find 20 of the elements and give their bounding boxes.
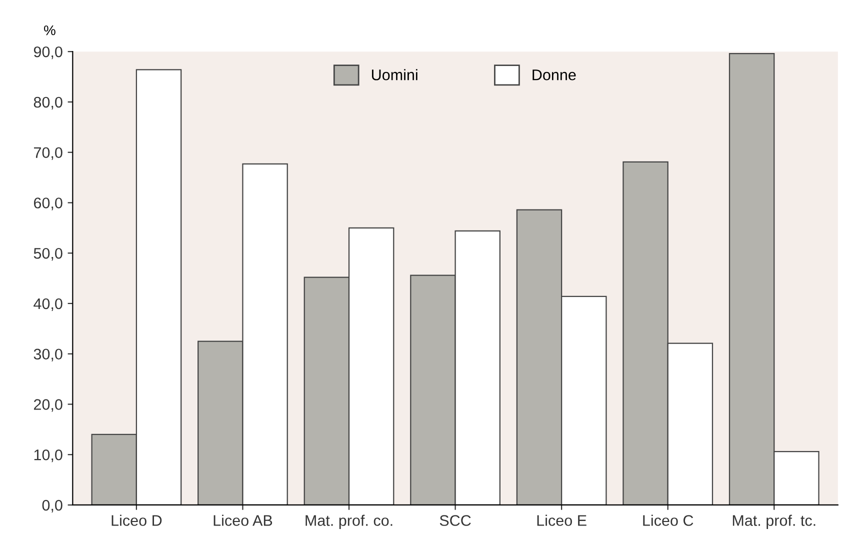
- legend-label: Uomini: [372, 69, 418, 80]
- y-tick-label: 20,0: [34, 399, 62, 412]
- y-axis-title: %: [44, 25, 56, 36]
- y-tick-label: 90,0: [34, 46, 62, 60]
- y-tick-label: 0,0: [42, 500, 62, 512]
- x-tick-label: Liceo D: [112, 514, 162, 526]
- y-tick-label: 60,0: [34, 198, 62, 210]
- y-tick-label: 80,0: [34, 96, 62, 110]
- x-tick-label: SCC: [440, 515, 471, 526]
- x-tick-label: Mat. prof. co.: [306, 514, 392, 529]
- x-tick-label: Liceo E: [537, 514, 586, 526]
- y-tick-label: 40,0: [34, 298, 62, 311]
- legend-label: Donne: [532, 70, 576, 80]
- x-tick-label: Liceo AB: [214, 514, 272, 526]
- y-tick-label: 50,0: [34, 248, 62, 261]
- y-tick-label: 30,0: [34, 348, 62, 362]
- y-tick-label: 70,0: [34, 147, 62, 160]
- x-tick-label: Liceo C: [643, 514, 694, 526]
- y-tick-label: 10,0: [34, 449, 62, 462]
- x-tick-label: Mat. prof. tc.: [732, 514, 816, 529]
